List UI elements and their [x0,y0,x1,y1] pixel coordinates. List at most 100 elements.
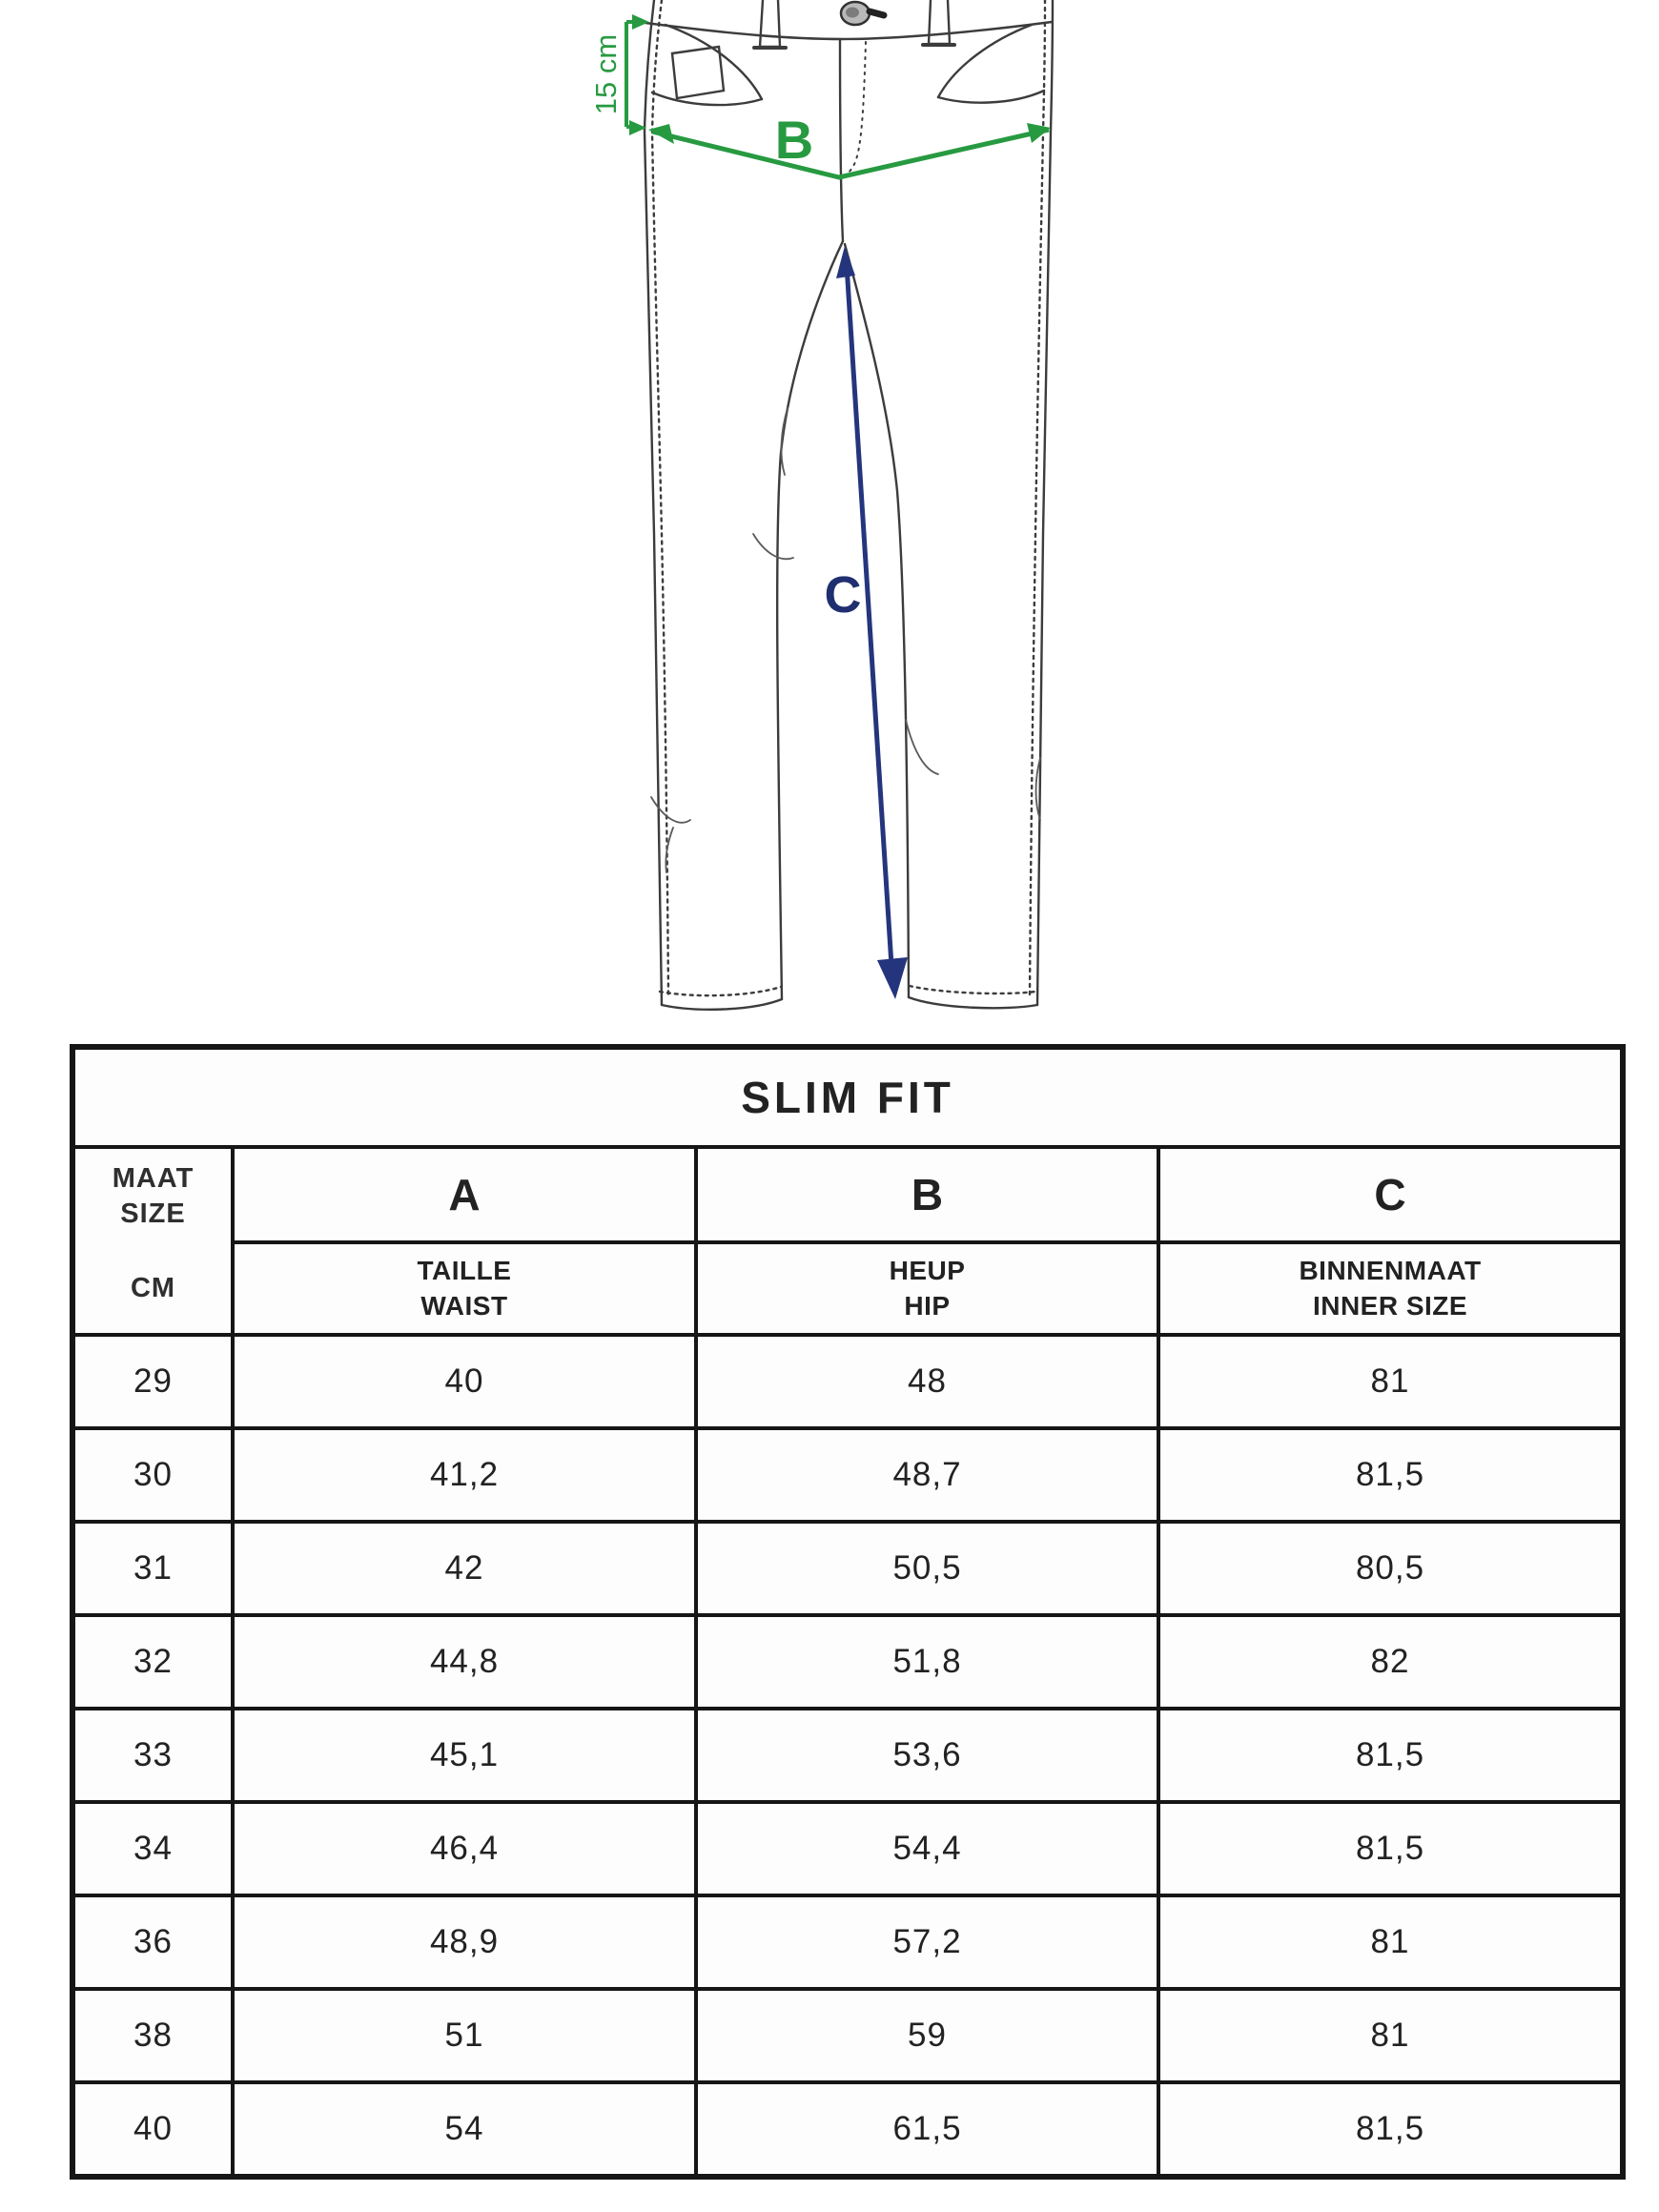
waist-value-cell: 44,8 [231,1613,698,1710]
fit-title: SLIM FIT [70,1045,1626,1149]
arrowhead [632,14,649,30]
inner-size-value-cell: 81 [1156,1333,1626,1430]
table-row: 38 51 59 81 [71,1987,1626,2084]
right-outseam-stitch [1028,0,1047,997]
left-pocket-opening [664,23,764,101]
fly-stitch [842,41,867,178]
title-row: SLIM FIT [70,1045,1626,1149]
left-hem-edge [660,997,784,1011]
hip-value-cell: 53,6 [694,1707,1160,1804]
hip-value-cell: 51,8 [694,1613,1160,1710]
inner-size-value-cell: 81 [1156,1987,1626,2084]
waist-header-nl: TAILLE [417,1255,512,1285]
inner-size-value-cell: 81,5 [1156,1426,1626,1524]
waist-value-cell: 41,2 [231,1426,698,1524]
right-belt-loop [927,0,952,46]
waist-value-cell: 45,1 [231,1707,698,1804]
column-letter-a: A [231,1145,698,1244]
size-header: MAAT SIZE [75,1149,231,1244]
waist-value-cell: 46,4 [231,1800,698,1897]
waist-header: TAILLE WAIST [231,1240,698,1337]
right-pocket-opening [936,23,1034,99]
table-row: 34 46,4 54,4 81,5 [71,1800,1626,1897]
inner-size-value-cell: 81 [1156,1894,1626,1991]
size-unit-header: MAAT SIZE CM [71,1145,235,1337]
inner-leg-label: C [825,566,862,624]
hip-value-cell: 48 [694,1333,1160,1430]
fly-center-line [838,37,845,243]
inner-size-value-cell: 80,5 [1156,1520,1626,1617]
crease-lines [650,407,1041,873]
size-chart-table: SLIM FIT MAAT SIZE CM A B C TAILLE WAIST [70,1044,1627,2180]
left-outseam-stitch [650,0,670,997]
dimension-c-inner-leg: C [825,246,908,999]
right-hem-stitch [908,984,1037,995]
right-outseam [1035,0,1055,1007]
left-belt-loop [758,0,782,49]
label-header-row: TAILLE WAIST HEUP HIP BINNENMAAT INNER S… [72,1240,1626,1337]
waist-header-en: WAIST [420,1290,508,1321]
hip-header-nl: HEUP [889,1255,966,1285]
table-row: 36 48,9 57,2 81 [71,1894,1626,1991]
table-row: 40 54 61,5 81,5 [71,2080,1626,2179]
waist-value-cell: 40 [231,1333,698,1430]
hip-header-en: HIP [904,1290,951,1321]
size-cell: 38 [71,1987,235,2084]
waistband-seam [644,20,1054,41]
waist-value-cell: 48,9 [231,1894,698,1991]
inner-size-header-nl: BINNENMAAT [1299,1255,1482,1285]
table-row: 31 42 50,5 80,5 [71,1520,1626,1617]
inner-size-header: BINNENMAAT INNER SIZE [1156,1240,1626,1337]
arrowhead [877,957,908,999]
unit-header: CM [130,1273,176,1303]
column-letter-c: C [1156,1145,1626,1244]
waist-value-cell: 51 [231,1987,698,2084]
hip-label: B [775,110,813,170]
arrowhead [648,124,674,144]
inner-size-value-cell: 81,5 [1156,1800,1626,1897]
size-header-en: SIZE [120,1198,186,1229]
right-inseam [843,242,911,999]
arrowhead [1027,123,1051,143]
table-row: 32 44,8 51,8 82 [71,1613,1626,1710]
size-cell: 33 [71,1707,235,1804]
waist-button [839,0,888,27]
table-row: 33 45,1 53,6 81,5 [71,1707,1626,1804]
pants-outline [643,0,1055,1011]
hip-value-cell: 59 [694,1987,1160,2084]
table-row: 29 40 48 81 [71,1333,1626,1430]
size-cell: 29 [71,1333,235,1430]
hip-value-cell: 61,5 [694,2080,1160,2179]
size-cell: 40 [71,2080,235,2179]
waist-value-cell: 54 [231,2080,698,2179]
size-cell: 36 [71,1894,235,1991]
hip-value-cell: 57,2 [694,1894,1160,1991]
inner-size-value-cell: 81,5 [1156,2080,1626,2179]
left-outseam [643,0,664,1007]
pants-technical-drawing: 15 cm B C [589,0,1055,1011]
dimension-b-hip: B [648,110,1051,180]
arrowhead [629,120,646,135]
inner-size-value-cell: 81,5 [1156,1707,1626,1804]
hip-header: HEUP HIP [694,1240,1160,1337]
size-cell: 32 [71,1613,235,1710]
left-hem-stitch [658,985,783,997]
left-pocket-bag [650,91,764,107]
dimension-15cm: 15 cm [589,14,649,135]
size-cell: 31 [71,1520,235,1617]
size-header-nl: MAAT [112,1162,195,1194]
waist-value-cell: 42 [231,1520,698,1617]
inner-size-value-cell: 82 [1156,1613,1626,1710]
arrowhead [836,246,855,278]
column-letter-b: B [694,1145,1160,1244]
hip-value-cell: 48,7 [694,1426,1160,1524]
table-row: 30 41,2 48,7 81,5 [71,1426,1626,1524]
dimension-15cm-label: 15 cm [589,34,623,114]
right-pocket-bag [936,89,1046,104]
size-cell: 34 [71,1800,235,1897]
hip-value-cell: 54,4 [694,1800,1160,1897]
size-cell: 30 [71,1426,235,1524]
coin-pocket [670,45,726,100]
right-hem-edge [907,995,1039,1010]
